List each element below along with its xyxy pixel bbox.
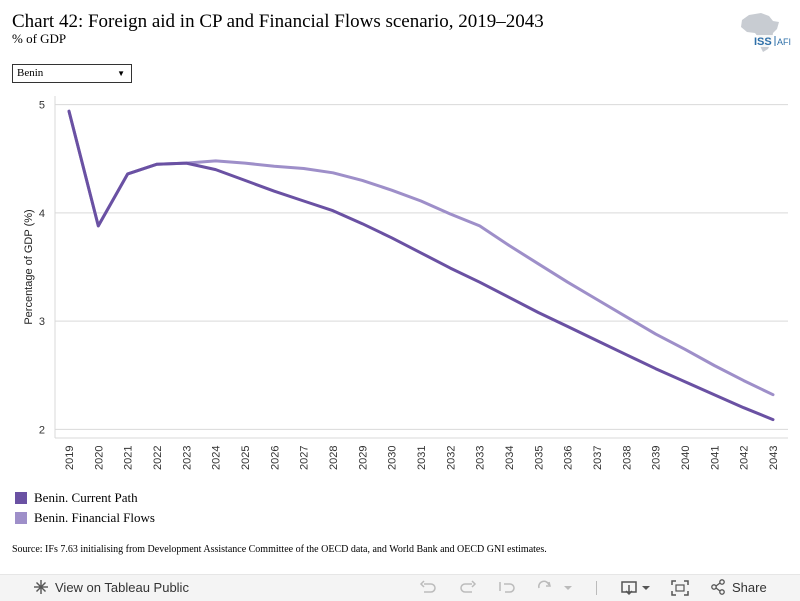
x-tick-label: 2040	[680, 446, 692, 470]
tableau-toolbar: View on Tableau Public Share	[0, 574, 800, 601]
x-tick-label: 2027	[299, 446, 311, 470]
tableau-logo-icon	[34, 580, 48, 594]
view-on-tableau-label: View on Tableau Public	[55, 579, 189, 595]
x-tick-label: 2028	[328, 446, 340, 470]
country-select[interactable]: Benin ▼	[12, 64, 132, 83]
share-label: Share	[732, 579, 767, 595]
x-tick-label: 2035	[533, 446, 545, 470]
download-icon[interactable]	[620, 579, 652, 597]
legend-swatch	[15, 492, 27, 504]
issafrica-logo: ISS AFI	[741, 13, 791, 52]
dropdown-arrow-icon: ▼	[117, 69, 125, 78]
share-icon	[711, 579, 725, 595]
line-chart: 2 3 4 5 2019 2020 2021 2022 2023 2024 2025 2026 2027…	[23, 96, 788, 470]
x-tick-label: 2032	[445, 446, 457, 470]
x-tick-label: 2043	[768, 446, 780, 470]
y-axis-label: Percentage of GDP (%)	[23, 209, 35, 324]
x-tick-label: 2025	[240, 446, 252, 470]
view-on-tableau-link[interactable]: View on Tableau Public	[33, 579, 189, 595]
page-title: Chart 42: Foreign aid in CP and Financia…	[12, 11, 544, 32]
x-tick-label: 2030	[387, 446, 399, 470]
undo-icon[interactable]	[418, 579, 438, 597]
logo-text-afi: AFI	[777, 37, 791, 47]
x-tick-label: 2037	[592, 446, 604, 470]
x-tick-label: 2041	[709, 446, 721, 470]
x-tick-label: 2023	[181, 446, 193, 470]
page-subtitle: % of GDP	[12, 31, 67, 46]
y-tick-label: 3	[39, 316, 45, 328]
refresh-icon[interactable]	[535, 579, 555, 597]
fullscreen-icon[interactable]	[670, 579, 690, 597]
x-tick-label: 2038	[621, 446, 633, 470]
x-tick-label: 2020	[93, 446, 105, 470]
revert-icon[interactable]	[497, 579, 517, 597]
x-tick-label: 2021	[123, 446, 135, 470]
x-tick-label: 2039	[651, 446, 663, 470]
series-line	[67, 109, 775, 422]
x-tick-label: 2024	[211, 446, 223, 470]
legend-swatch	[15, 512, 27, 524]
x-tick-label: 2036	[563, 446, 575, 470]
refresh-dropdown-icon[interactable]	[562, 579, 574, 597]
x-tick-label: 2029	[357, 446, 369, 470]
y-tick-label: 5	[39, 100, 45, 112]
x-tick-label: 2034	[504, 446, 516, 470]
x-tick-label: 2022	[152, 446, 164, 470]
legend-item-financial-flows[interactable]: Benin. Financial Flows	[15, 508, 155, 528]
x-tick-label: 2031	[416, 446, 428, 470]
legend-label: Benin. Financial Flows	[34, 510, 155, 525]
share-button[interactable]: Share	[710, 579, 767, 595]
redo-icon[interactable]	[458, 579, 478, 597]
x-tick-label: 2026	[269, 446, 281, 470]
toolbar-divider	[596, 581, 597, 595]
y-tick-label: 2	[39, 424, 45, 436]
legend-label: Benin. Current Path	[34, 490, 138, 505]
source-note: Source: IFs 7.63 initialising from Devel…	[12, 544, 547, 555]
logo-text-iss: ISS	[754, 36, 772, 48]
y-tick-label: 4	[39, 208, 45, 220]
country-select-value: Benin	[17, 67, 44, 79]
legend-item-current-path[interactable]: Benin. Current Path	[15, 488, 155, 508]
x-tick-label: 2019	[64, 446, 76, 470]
legend: Benin. Current Path Benin. Financial Flo…	[15, 488, 155, 528]
x-tick-label: 2042	[739, 446, 751, 470]
x-tick-label: 2033	[475, 446, 487, 470]
